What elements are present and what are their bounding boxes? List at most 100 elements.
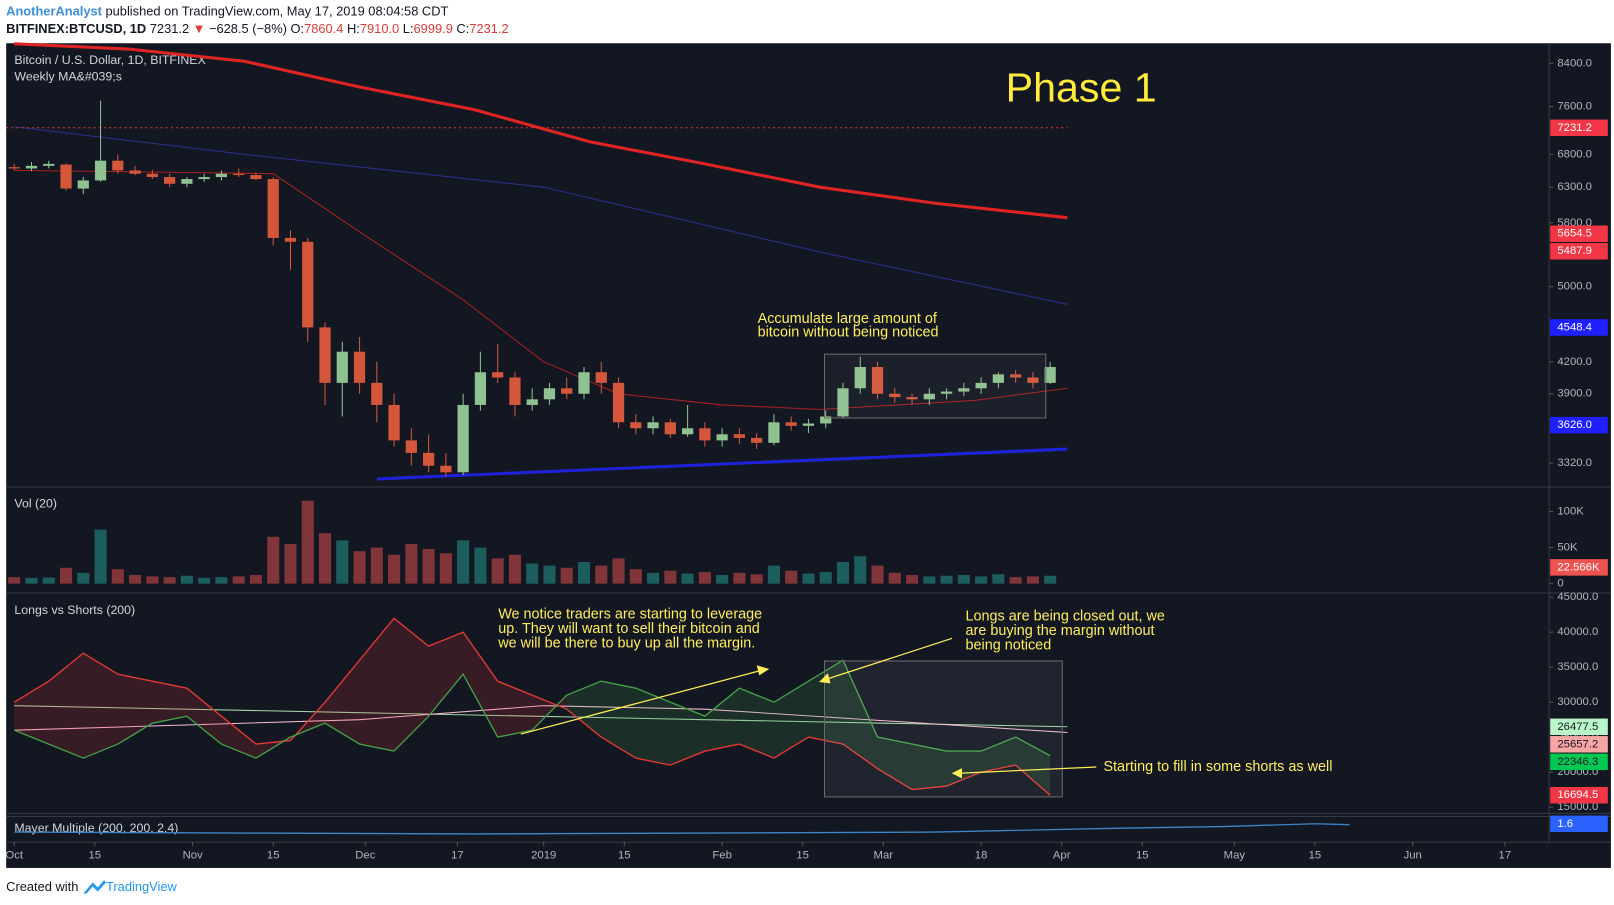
pane-title: Vol (20) bbox=[14, 497, 57, 511]
candle-body bbox=[612, 382, 625, 423]
volume-bar bbox=[422, 549, 435, 584]
candle-body bbox=[215, 173, 228, 178]
highlight-box bbox=[823, 660, 1063, 798]
candle-body bbox=[129, 170, 141, 174]
arrow-head bbox=[819, 673, 831, 684]
arrow bbox=[520, 669, 762, 735]
x-tick-label: Apr bbox=[1053, 850, 1071, 862]
price-label-box bbox=[1550, 559, 1608, 576]
candle-body bbox=[923, 393, 935, 400]
candle-body bbox=[699, 428, 711, 441]
candle-body bbox=[561, 388, 573, 394]
price-label: 26477.5 bbox=[1557, 721, 1598, 733]
candle-body bbox=[77, 180, 89, 189]
volume-bar bbox=[146, 576, 159, 584]
candle-body bbox=[25, 165, 38, 169]
x-tick-label: 17 bbox=[451, 850, 464, 862]
volume-bar bbox=[871, 565, 884, 584]
price-label: 25657.2 bbox=[1557, 738, 1598, 750]
price-label: 16694.5 bbox=[1557, 789, 1598, 801]
spread-fill bbox=[14, 681, 49, 745]
spread-fill bbox=[152, 681, 187, 724]
x-tick-label: 15 bbox=[1136, 850, 1149, 862]
price-label-box bbox=[1550, 243, 1608, 260]
author[interactable]: AnotherAnalyst bbox=[6, 4, 102, 19]
annotation: bitcoin without being noticed bbox=[758, 324, 939, 340]
volume-bar bbox=[457, 540, 470, 584]
candle-body bbox=[319, 327, 331, 383]
volume-bar bbox=[802, 573, 815, 584]
x-tick-label: Feb bbox=[712, 850, 731, 862]
price-label: 3626.0 bbox=[1557, 419, 1592, 431]
spread-fill bbox=[601, 681, 636, 759]
candle-body bbox=[681, 428, 694, 435]
marks: Oct 15 Nov 15 Dec 17 2019 15 Feb 15 Mar 18 Apr 15 May 1… bbox=[5, 42, 1608, 862]
candle-body bbox=[509, 377, 521, 405]
arrows bbox=[520, 637, 1097, 779]
y-tick-label: 30000.0 bbox=[1557, 696, 1598, 708]
y-tick-label: 3320.0 bbox=[1557, 457, 1592, 469]
tradingview-logo[interactable] bbox=[83, 880, 107, 894]
volume-bar bbox=[957, 575, 970, 584]
volume-bar bbox=[612, 558, 625, 584]
ma-line bbox=[14, 705, 1068, 728]
volume-bar bbox=[163, 577, 176, 584]
series-line bbox=[14, 823, 1350, 835]
y-tick-label: 7600.0 bbox=[1557, 100, 1592, 112]
logo-shape bbox=[83, 880, 107, 894]
spread-fill bbox=[463, 632, 498, 738]
volume-bar bbox=[301, 500, 314, 584]
ohlc-value: 7860.4 bbox=[304, 21, 343, 36]
candle-body bbox=[43, 163, 55, 166]
volume-bar bbox=[698, 572, 711, 584]
spread-fill bbox=[981, 737, 1016, 773]
pane-borders bbox=[6, 43, 1611, 843]
volume-bar bbox=[42, 577, 55, 584]
spread-fill bbox=[635, 688, 671, 766]
volume-bar bbox=[819, 572, 832, 584]
volume-bar bbox=[577, 562, 591, 584]
annotation: We notice traders are starting to levera… bbox=[498, 606, 762, 622]
ohlc-value: 6999.9 bbox=[414, 21, 453, 36]
volume-bar bbox=[370, 547, 383, 584]
volume-bar bbox=[647, 572, 660, 584]
volume-bar bbox=[474, 547, 487, 584]
spread-fill bbox=[877, 737, 913, 790]
volume-bar bbox=[249, 575, 262, 584]
footer-brand[interactable]: TradingView bbox=[106, 879, 177, 894]
price-label: 5654.5 bbox=[1557, 228, 1592, 240]
x-tick-label: 18 bbox=[975, 850, 988, 862]
y-tick-label: 5000.0 bbox=[1557, 281, 1592, 293]
volume-bar bbox=[681, 573, 694, 584]
phase-title: Phase 1 bbox=[1006, 64, 1157, 110]
y-tick-label: 50K bbox=[1557, 542, 1578, 554]
y-tick-label: 4200.0 bbox=[1557, 356, 1592, 368]
series-line bbox=[13, 617, 1051, 796]
header-line: AnotherAnalyst published on TradingView.… bbox=[6, 4, 448, 19]
candle-body bbox=[181, 179, 193, 184]
price-label: 7231.2 bbox=[1557, 122, 1592, 134]
volume-bar bbox=[767, 565, 780, 584]
volume-bar bbox=[664, 570, 677, 584]
candle-body bbox=[837, 388, 849, 417]
spread-fill bbox=[186, 688, 222, 745]
y-tick-label: 3900.0 bbox=[1557, 388, 1592, 400]
price-label-box bbox=[1550, 736, 1608, 753]
ohlc-key: C: bbox=[456, 21, 469, 36]
volume-bar bbox=[906, 575, 919, 584]
pane-title: Longs vs Shorts (200) bbox=[14, 603, 135, 617]
direction: ▼ bbox=[193, 21, 206, 36]
volume-bar bbox=[198, 577, 211, 584]
y-tick-label: 6800.0 bbox=[1557, 148, 1592, 160]
y-tick-label: 6300.0 bbox=[1557, 181, 1592, 193]
spread-fill bbox=[566, 681, 602, 738]
candle-body bbox=[8, 167, 20, 169]
candle-body bbox=[371, 382, 383, 405]
x-tick-label: Jun bbox=[1404, 850, 1422, 862]
pane-title: Mayer Multiple (200, 200, 2.4) bbox=[14, 821, 178, 835]
candle-body bbox=[474, 372, 487, 405]
candle-body bbox=[630, 422, 642, 429]
candle-body bbox=[802, 423, 815, 426]
candle-body bbox=[146, 173, 158, 178]
